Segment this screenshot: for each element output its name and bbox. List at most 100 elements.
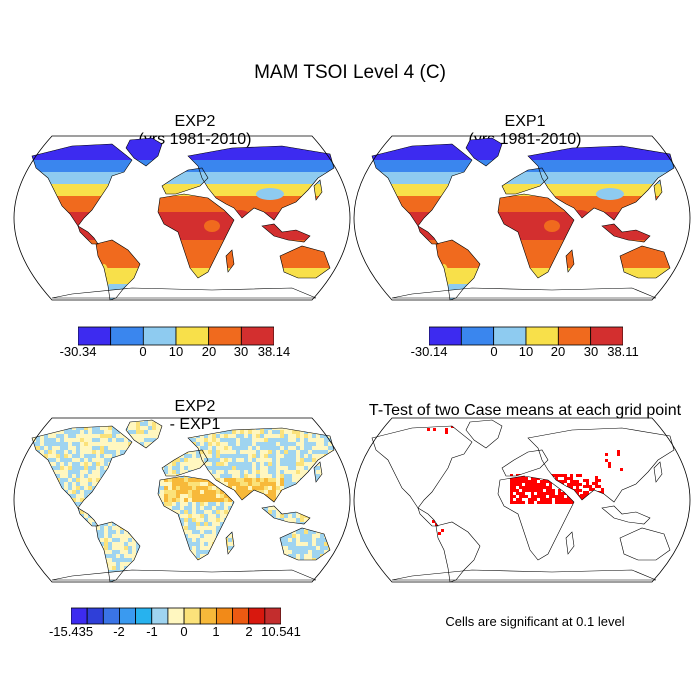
- tick-label: 0: [139, 344, 147, 359]
- map-frame: [13, 417, 351, 583]
- coastline-greenland: [125, 419, 163, 449]
- coastline-africa: [497, 475, 575, 561]
- colorbar-swatch: [264, 607, 281, 625]
- coastline-madagascar: [565, 249, 575, 273]
- coastline-camerica: [77, 225, 99, 245]
- map-frame: [353, 135, 691, 301]
- coastline-namerica: [31, 425, 133, 509]
- colorbar-exp2: [78, 326, 274, 346]
- tick-label: 1: [212, 624, 220, 639]
- colorbar-swatch: [135, 607, 153, 625]
- coastline-namerica: [371, 143, 473, 227]
- tick-label: 10.541: [261, 624, 301, 639]
- colorbar-swatch: [429, 326, 462, 346]
- colorbar-exp2-ticks: -30.34 0 10 20 30 38.14: [60, 344, 291, 360]
- colorbar-swatch: [151, 607, 169, 625]
- tick-label: 10: [168, 344, 184, 359]
- colorbar-swatch: [232, 607, 250, 625]
- coastline-camerica: [417, 507, 439, 527]
- tick-label: 0: [490, 344, 498, 359]
- colorbar-swatch: [183, 607, 201, 625]
- colorbar-exp1: [429, 326, 623, 346]
- panel-ttest-title: T-Test of two Case means at each grid po…: [368, 402, 682, 419]
- coastline-camerica: [77, 507, 99, 527]
- coastline-europe: [161, 449, 209, 477]
- colorbar-swatch: [460, 326, 495, 346]
- tick-label: -2: [113, 624, 125, 639]
- tick-label: 38.14: [257, 344, 291, 359]
- coastline-antarctica: [391, 287, 657, 299]
- coastline-japan: [313, 461, 323, 483]
- colorbar-swatch: [240, 326, 274, 346]
- coastline-indonesia: [601, 223, 651, 243]
- coastline-madagascar: [225, 249, 235, 273]
- coastline-madagascar: [225, 531, 235, 555]
- colorbar-swatch: [493, 326, 527, 346]
- panel-exp1-title: EXP1 (yrs 1981-2010): [468, 113, 582, 148]
- tick-label: 30: [583, 344, 599, 359]
- coastline-samerica: [95, 239, 141, 301]
- colorbar-swatch: [199, 607, 217, 625]
- tick-label: -30.34: [59, 344, 97, 359]
- coastline-antarctica: [391, 569, 657, 581]
- coastline-asia: [187, 145, 335, 221]
- map-frame: [13, 135, 351, 301]
- colorbar-swatch: [71, 607, 88, 625]
- colorbar-swatch: [110, 326, 144, 346]
- colorbar-swatch: [557, 326, 592, 346]
- coastline-antarctica: [51, 569, 317, 581]
- colorbar-diff-ticks: -15.435 -2 -1 0 1 2 10.541: [49, 624, 301, 640]
- colorbar-swatch: [167, 607, 185, 625]
- coastline-africa: [157, 193, 235, 279]
- coastline-camerica: [417, 225, 439, 245]
- tick-label: 38.11: [607, 344, 639, 359]
- significance-note: Cells are significant at 0.1 level: [445, 614, 625, 629]
- colorbar-swatch: [215, 607, 233, 625]
- tick-label: 30: [233, 344, 249, 359]
- coastline-asia: [527, 427, 675, 503]
- colorbar-diff: [71, 607, 281, 625]
- coastline-asia: [187, 427, 335, 503]
- tick-label: 0: [180, 624, 188, 639]
- tick-label: -15.435: [48, 624, 94, 639]
- panel-diff-title: EXP2- EXP1: [169, 398, 221, 433]
- colorbar-swatch: [119, 607, 137, 625]
- coastline-samerica: [435, 239, 481, 301]
- coastline-greenland: [465, 137, 503, 167]
- figure-title: MAM TSOI Level 4 (C): [254, 62, 446, 83]
- coastline-indonesia: [261, 505, 311, 525]
- colorbar-swatch: [525, 326, 559, 346]
- colorbar-swatch: [78, 326, 112, 346]
- coastline-africa: [497, 193, 575, 279]
- map-diff: [13, 417, 351, 583]
- coastline-japan: [313, 179, 323, 201]
- tick-label: 2: [245, 624, 253, 639]
- coastline-antarctica: [51, 287, 317, 299]
- coastline-japan: [653, 179, 663, 201]
- map-exp2: [13, 135, 351, 301]
- tick-label: 20: [201, 344, 217, 359]
- coastline-greenland: [125, 137, 163, 167]
- coastline-samerica: [95, 521, 141, 583]
- colorbar-swatch: [248, 607, 266, 625]
- coastline-australia: [619, 527, 671, 561]
- coastline-namerica: [31, 143, 133, 227]
- tick-label: -1: [146, 624, 158, 639]
- coastline-australia: [279, 527, 331, 561]
- colorbar-swatch: [590, 326, 623, 346]
- coastline-europe: [501, 167, 549, 195]
- colorbar-swatch: [102, 607, 120, 625]
- coastline-namerica: [371, 425, 473, 509]
- coastline-australia: [279, 245, 331, 279]
- map-exp1: [353, 135, 691, 301]
- tick-label: -30.14: [410, 344, 448, 359]
- coastline-japan: [653, 461, 663, 483]
- map-frame: [353, 417, 691, 583]
- coastline-africa: [157, 475, 235, 561]
- coastline-asia: [527, 145, 675, 221]
- colorbar-swatch: [86, 607, 104, 625]
- tick-label: 20: [550, 344, 566, 359]
- coastline-madagascar: [565, 531, 575, 555]
- coastline-europe: [161, 167, 209, 195]
- colorbar-exp1-ticks: -30.14 0 10 20 30 38.11: [411, 344, 639, 360]
